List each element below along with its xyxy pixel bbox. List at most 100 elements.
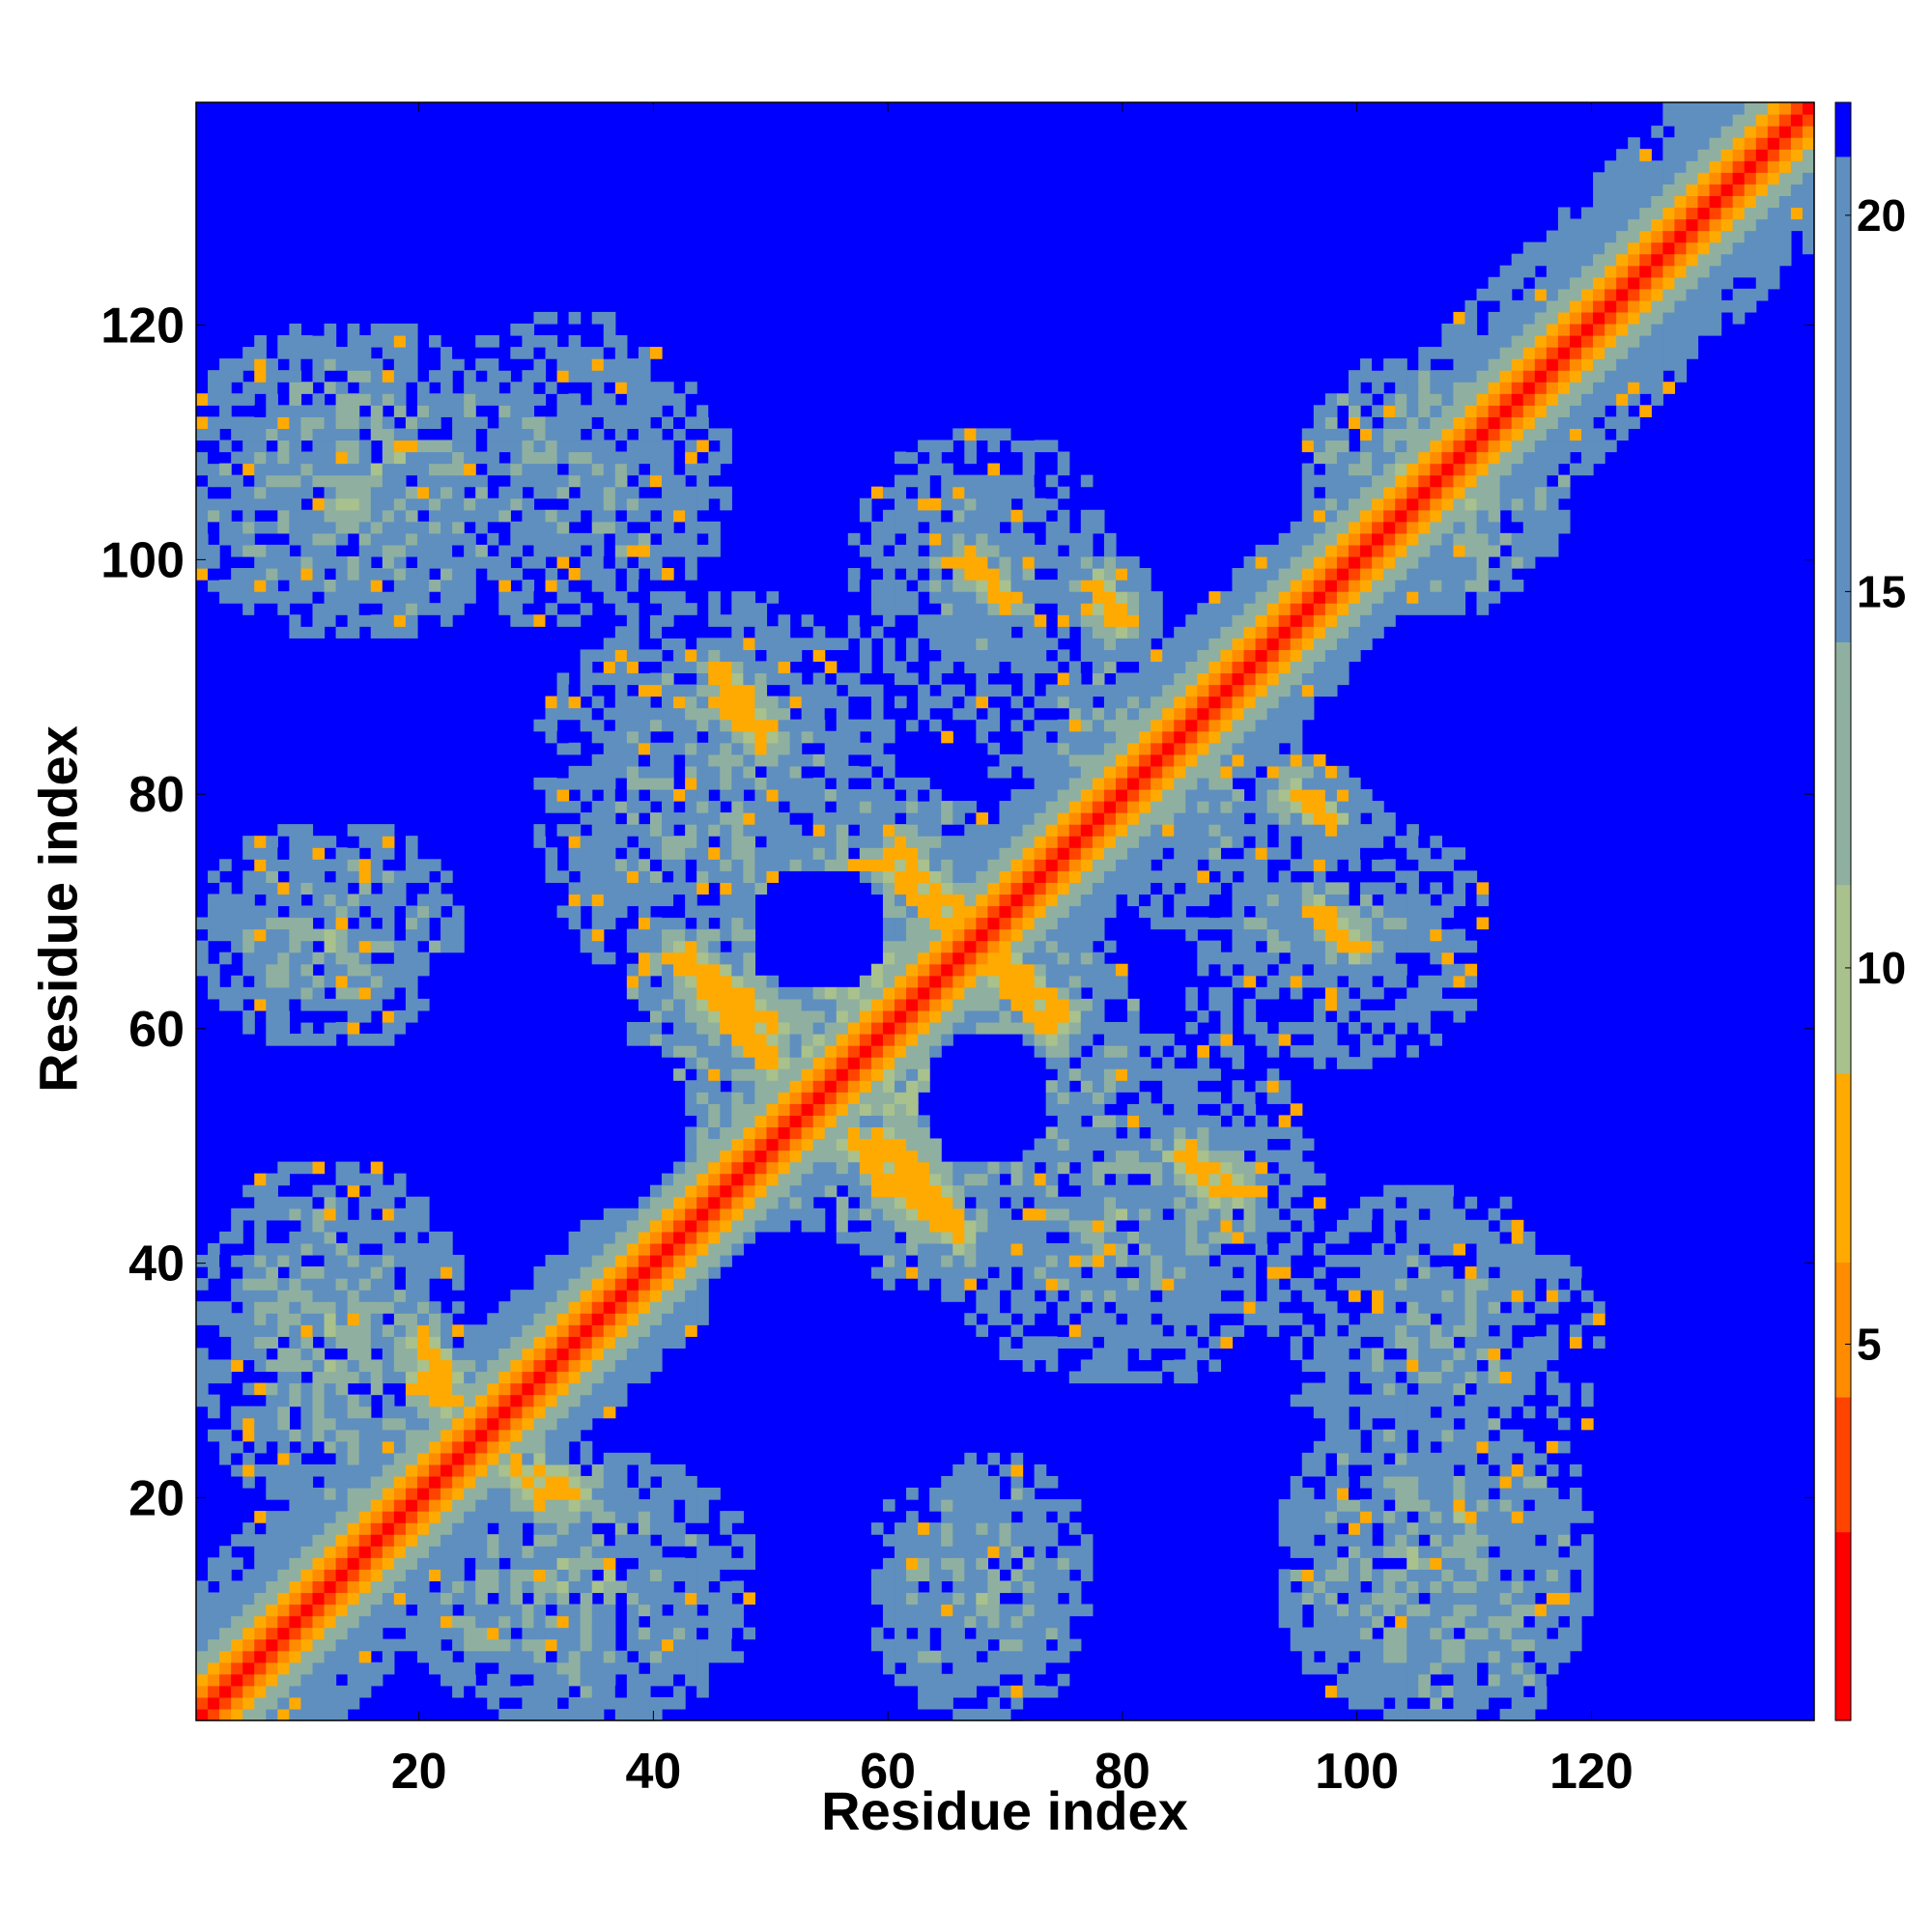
- heatmap-cell: [882, 555, 895, 569]
- heatmap-cell: [859, 1021, 872, 1035]
- heatmap-cell: [941, 1475, 953, 1489]
- heatmap-cell: [533, 1615, 547, 1629]
- heatmap-cell: [242, 894, 255, 907]
- heatmap-cell: [929, 836, 942, 848]
- heatmap-cell: [870, 777, 884, 790]
- heatmap-cell: [812, 1045, 826, 1058]
- heatmap-cell: [545, 1313, 558, 1325]
- heatmap-cell: [941, 1673, 953, 1687]
- heatmap-cell: [277, 1278, 290, 1291]
- heatmap-cell: [324, 358, 337, 371]
- heatmap-cell: [568, 1615, 582, 1629]
- heatmap-cell: [429, 463, 441, 476]
- heatmap-cell: [429, 905, 441, 919]
- heatmap-cell: [510, 1475, 524, 1489]
- heatmap-cell: [649, 440, 663, 453]
- heatmap-cell: [859, 580, 872, 592]
- heatmap-cell: [895, 1638, 907, 1652]
- heatmap-cell: [999, 952, 1012, 965]
- heatmap-cell: [219, 1324, 232, 1337]
- heatmap-cell: [696, 1569, 709, 1581]
- heatmap-cell: [906, 882, 919, 895]
- heatmap-cell: [964, 1208, 977, 1221]
- heatmap-cell: [964, 940, 977, 953]
- heatmap-cell: [591, 1290, 605, 1302]
- heatmap-cell: [1057, 870, 1070, 883]
- heatmap-cell: [731, 801, 744, 813]
- heatmap-cell: [662, 1196, 674, 1209]
- heatmap-cell: [626, 358, 639, 371]
- heatmap-cell: [580, 1487, 593, 1500]
- heatmap-cell: [987, 928, 1001, 942]
- heatmap-cell: [766, 765, 780, 779]
- heatmap-cell: [335, 428, 349, 441]
- heatmap-cell: [545, 1638, 558, 1652]
- heatmap-cell: [452, 347, 465, 359]
- heatmap-cell: [673, 474, 686, 488]
- heatmap-cell: [941, 661, 953, 674]
- heatmap-cell: [754, 1126, 768, 1140]
- heatmap-cell: [405, 928, 418, 942]
- heatmap-cell: [638, 1696, 651, 1710]
- heatmap-cell: [696, 963, 709, 977]
- heatmap-cell: [254, 1208, 267, 1221]
- heatmap-cell: [416, 1440, 430, 1454]
- heatmap-cell: [312, 393, 326, 406]
- heatmap-cell: [743, 952, 756, 965]
- heatmap-cell: [300, 347, 314, 359]
- heatmap-cell: [720, 1627, 732, 1640]
- heatmap-cell: [358, 986, 372, 1000]
- heatmap-cell: [836, 1092, 849, 1104]
- heatmap-cell: [1045, 870, 1059, 883]
- heatmap-cell: [568, 614, 582, 627]
- heatmap-cell: [929, 1021, 942, 1035]
- heatmap-cell: [312, 1417, 326, 1431]
- heatmap-cell: [964, 614, 977, 627]
- heatmap-cell: [824, 788, 838, 802]
- heatmap-cell: [1045, 1522, 1059, 1535]
- heatmap-cell: [429, 509, 441, 523]
- heatmap-cell: [580, 812, 593, 825]
- heatmap-cell: [1057, 1499, 1070, 1512]
- heatmap-cell: [766, 1021, 780, 1035]
- heatmap-cell: [416, 1417, 430, 1431]
- heatmap-cell: [312, 1580, 326, 1594]
- heatmap-cell: [347, 1034, 360, 1046]
- heatmap-cell: [999, 614, 1012, 627]
- heatmap-cell: [382, 1463, 395, 1477]
- heatmap-cell: [976, 1487, 989, 1500]
- heatmap-cell: [708, 1009, 721, 1023]
- heatmap-cell: [254, 1242, 267, 1256]
- heatmap-cell: [312, 1219, 326, 1233]
- heatmap-cell: [266, 1394, 278, 1407]
- heatmap-cell: [952, 1290, 965, 1302]
- heatmap-cell: [591, 1638, 605, 1652]
- heatmap-cell: [789, 847, 803, 860]
- heatmap-cell: [685, 1475, 697, 1489]
- heatmap-cell: [335, 1208, 349, 1221]
- heatmap-cell: [673, 1045, 686, 1058]
- heatmap-cell: [254, 382, 267, 394]
- heatmap-cell: [836, 1173, 849, 1186]
- heatmap-cell: [1068, 1290, 1082, 1302]
- heatmap-cell: [510, 440, 524, 453]
- heatmap-cell: [522, 1546, 535, 1558]
- heatmap-cell: [208, 1254, 220, 1267]
- heatmap-cell: [510, 393, 524, 406]
- heatmap-cell: [231, 1208, 243, 1221]
- heatmap-cell: [522, 555, 535, 569]
- heatmap-cell: [266, 986, 278, 1000]
- heatmap-cell: [440, 1382, 453, 1396]
- heatmap-cell: [918, 486, 930, 499]
- heatmap-cell: [358, 509, 372, 523]
- heatmap-cell: [335, 1592, 349, 1605]
- heatmap-cell: [580, 661, 593, 674]
- heatmap-cell: [952, 1511, 965, 1523]
- heatmap-cell: [510, 1359, 524, 1373]
- heatmap-cell: [522, 1487, 535, 1500]
- heatmap-cell: [358, 1034, 372, 1046]
- heatmap-cell: [545, 1475, 558, 1489]
- heatmap-cell: [685, 521, 697, 534]
- heatmap-cell: [498, 1313, 511, 1325]
- heatmap-cell: [510, 1604, 524, 1617]
